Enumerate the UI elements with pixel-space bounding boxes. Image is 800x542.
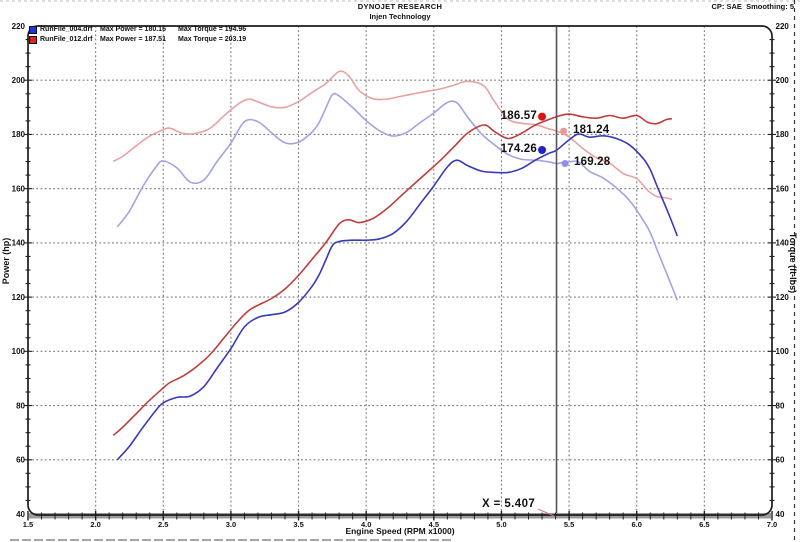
power-curve-run004: [116, 133, 679, 461]
blue-power-value-label: 174.26: [500, 143, 537, 155]
torque-curve-run012: [112, 70, 673, 201]
y-left-tick-label: 200: [12, 76, 26, 85]
y-right-tick-label: 80: [776, 401, 785, 410]
cursor-x-annotation: X = 5.407: [482, 498, 536, 510]
y-left-tick-label: 120: [12, 293, 26, 302]
report-subtitle: Injen Technology: [369, 12, 431, 21]
torque-axis-title: Torque (ft-lbs): [788, 232, 798, 294]
x-tick-label: 4.5: [429, 520, 439, 529]
plot-layer: 40 40 60 60 80 80 100 100 120 120 140 140 160 160 180 1…: [12, 22, 790, 529]
y-left-tick-label: 60: [16, 456, 25, 465]
x-tick-label: 3.5: [293, 520, 303, 529]
y-right-tick-label: 40: [776, 510, 785, 519]
rpm-axis-title: Engine Speed (RPM x1000): [345, 526, 455, 536]
legend: RunFile_004.drf Max Power = 180.16 Max T…: [29, 25, 246, 45]
x-tick-label: 4.0: [361, 520, 371, 529]
run012-swatch: [29, 35, 37, 44]
y-right-tick-label: 180: [776, 130, 790, 139]
red-power-value-label: 186.57: [500, 110, 537, 122]
red-torque-dot: [560, 127, 568, 135]
x-tick-label: 5.0: [496, 520, 506, 529]
y-right-tick-label: 140: [776, 239, 790, 248]
run004-max-torque: Max Torque = 194.96: [178, 26, 247, 33]
x-tick-label: 6.5: [699, 520, 709, 529]
run012-file-label: RunFile_012.drf: [40, 36, 93, 43]
legend-row-run012: RunFile_012.drf Max Power = 187.51 Max T…: [29, 35, 246, 44]
y-left-tick-label: 140: [12, 239, 26, 248]
y-left-tick-label: 220: [12, 22, 26, 31]
run004-file-label: RunFile_004.drf: [40, 26, 93, 33]
blue-torque-dot: [561, 160, 569, 168]
bottom-cropped-strip: [10, 539, 452, 541]
y-left-tick-label: 160: [12, 184, 26, 193]
power-axis-title: Power (hp): [1, 237, 11, 285]
red-power-dot: [538, 112, 547, 121]
run004-swatch: [29, 25, 37, 34]
x-tick-label: 5.5: [564, 520, 574, 529]
x-tick-label: 2.0: [90, 520, 100, 529]
y-left-tick-label: 180: [12, 130, 26, 139]
plot-frame: [27, 25, 773, 516]
cursor-leader-line: [537, 508, 555, 517]
run012-max-power: Max Power = 187.51: [100, 36, 166, 43]
x-tick-label: 2.5: [158, 520, 168, 529]
torque-curve-run004: [116, 92, 679, 301]
run012-max-torque: Max Torque = 203.19: [178, 36, 247, 43]
smoothing-info: CP: SAE Smoothing: 5: [711, 2, 795, 11]
y-right-tick-label: 120: [776, 293, 790, 302]
y-right-tick-label: 220: [776, 22, 790, 31]
power-curve-run012: [112, 113, 673, 437]
x-tick-label: 7.0: [767, 520, 777, 529]
y-right-tick-label: 100: [776, 347, 790, 356]
y-right-tick-label: 200: [776, 76, 790, 85]
y-left-tick-label: 40: [16, 510, 25, 519]
legend-row-run004: RunFile_004.drf Max Power = 180.16 Max T…: [29, 25, 246, 34]
y-left-tick-label: 80: [16, 401, 25, 410]
report-title: DYNOJET RESEARCH: [357, 2, 443, 11]
run004-max-power: Max Power = 180.16: [100, 26, 166, 33]
y-left-tick-label: 100: [12, 347, 26, 356]
x-tick-label: 3.0: [226, 520, 236, 529]
blue-torque-value-label: 169.28: [574, 156, 611, 168]
x-tick-label: 1.5: [23, 520, 33, 529]
y-right-tick-label: 60: [776, 456, 785, 465]
blue-power-dot: [538, 146, 547, 155]
red-torque-value-label: 181.24: [573, 124, 610, 136]
x-tick-label: 6.0: [632, 520, 642, 529]
y-right-tick-label: 160: [776, 184, 790, 193]
